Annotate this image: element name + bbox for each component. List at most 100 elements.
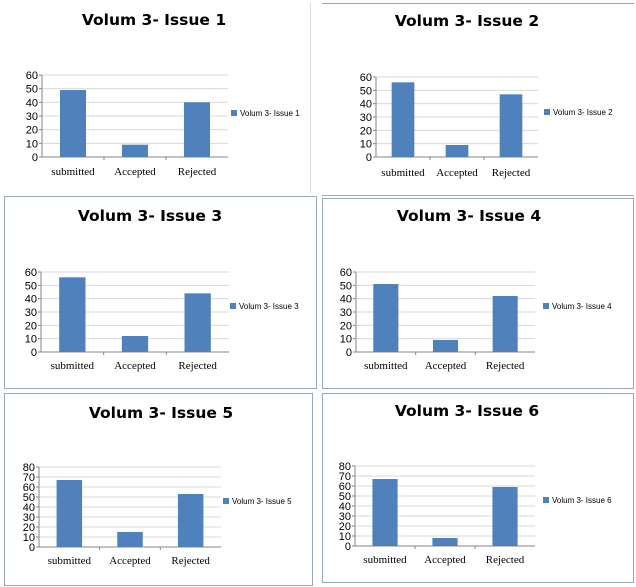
chart-title: Volum 3- Issue 2 [395, 12, 539, 30]
bar-submitted [372, 479, 398, 546]
x-category-label: submitted [51, 166, 95, 178]
y-tick-label: 70 [23, 472, 35, 484]
bar-submitted [391, 82, 415, 157]
bar-submitted [373, 284, 399, 352]
x-category-label: submitted [381, 167, 425, 179]
chart-title: Volum 3- Issue 4 [397, 207, 541, 225]
y-tick-label: 30 [360, 112, 372, 124]
y-tick-label: 10 [340, 334, 352, 346]
legend-label: Volum 3- Issue 1 [240, 109, 300, 118]
y-tick-label: 40 [23, 502, 35, 514]
bar-rejected [184, 293, 211, 352]
x-category-label: Accepted [109, 555, 151, 567]
bar-submitted [56, 480, 83, 547]
chart-panel-issue-4: Volum 3- Issue 4 0 10 20 30 40 50 60 submitted Ac… [322, 198, 634, 389]
x-category-label: submitted [51, 360, 95, 372]
x-category-label: Accepted [114, 166, 156, 178]
legend-label: Volum 3- Issue 6 [552, 496, 612, 505]
y-tick-label: 0 [29, 542, 35, 554]
legend-swatch [544, 109, 550, 115]
chart-panel-issue-5: Volum 3- Issue 5 0 10 20 30 40 50 60 70 80 submitt… [4, 393, 313, 586]
chart-title: Volum 3- Issue 3 [78, 207, 222, 225]
bar-accepted [121, 144, 149, 157]
x-category-label: submitted [364, 360, 408, 372]
y-tick-label: 30 [26, 111, 38, 123]
y-tick-label: 60 [339, 481, 351, 493]
y-tick-label: 20 [360, 125, 372, 137]
bar-accepted [121, 336, 149, 352]
y-tick-label: 40 [340, 294, 352, 306]
y-tick-label: 50 [26, 84, 38, 96]
x-category-label: Rejected [486, 360, 525, 372]
x-category-label: Accepted [425, 360, 467, 372]
y-tick-label: 0 [346, 347, 352, 359]
legend-swatch [223, 498, 229, 504]
y-tick-label: 0 [31, 347, 37, 359]
y-tick-label: 50 [23, 492, 35, 504]
y-tick-label: 20 [25, 320, 37, 332]
chart-panel-issue-3: Volum 3- Issue 3 0 10 20 30 40 50 60 submitted Ac… [4, 196, 317, 389]
x-category-label: Rejected [178, 166, 217, 178]
legend-label: Volum 3- Issue 5 [232, 497, 292, 506]
x-category-label: Rejected [492, 167, 531, 179]
x-category-label: Accepted [424, 554, 466, 566]
y-tick-label: 80 [339, 461, 351, 473]
x-category-label: submitted [48, 555, 92, 567]
y-tick-label: 40 [25, 294, 37, 306]
y-tick-label: 10 [339, 531, 351, 543]
y-tick-label: 0 [345, 541, 351, 553]
legend-swatch [543, 303, 549, 309]
bar-accepted [117, 532, 143, 547]
y-tick-label: 80 [23, 462, 35, 474]
x-category-label: submitted [363, 554, 407, 566]
y-tick-label: 30 [340, 307, 352, 319]
y-tick-label: 50 [339, 491, 351, 503]
chart-title: Volum 3- Issue 6 [395, 402, 539, 420]
y-tick-label: 70 [339, 471, 351, 483]
y-tick-label: 20 [26, 125, 38, 137]
bar-rejected [492, 296, 518, 352]
y-tick-label: 40 [26, 97, 38, 109]
legend-swatch [543, 497, 549, 503]
bar-accepted [432, 538, 458, 546]
legend-swatch [230, 303, 236, 309]
y-tick-label: 20 [339, 521, 351, 533]
bar-submitted [59, 90, 87, 157]
y-tick-label: 50 [25, 280, 37, 292]
y-tick-label: 30 [25, 307, 37, 319]
bar-rejected [183, 102, 211, 157]
y-tick-label: 0 [32, 152, 38, 164]
y-tick-label: 10 [360, 139, 372, 151]
y-tick-label: 60 [360, 72, 372, 84]
x-category-label: Rejected [178, 360, 217, 372]
x-category-label: Rejected [171, 555, 210, 567]
chart-panel-issue-6: Volum 3- Issue 6 0 10 20 30 40 50 60 70 80 submitt… [322, 393, 634, 583]
y-tick-label: 20 [23, 522, 35, 534]
x-category-label: Accepted [114, 360, 156, 372]
y-tick-label: 30 [23, 512, 35, 524]
legend-label: Volum 3- Issue 2 [553, 108, 613, 117]
x-category-label: Rejected [486, 554, 525, 566]
chart-panel-issue-1: Volum 3- Issue 1 0 10 20 30 40 50 60 submitted Ac… [4, 3, 311, 193]
bar-accepted [445, 145, 469, 157]
y-tick-label: 50 [340, 280, 352, 292]
bar-rejected [492, 487, 518, 546]
y-tick-label: 60 [26, 70, 38, 82]
y-tick-label: 60 [340, 267, 352, 279]
bar-accepted [432, 340, 459, 352]
bar-rejected [499, 94, 523, 157]
y-tick-label: 50 [360, 85, 372, 97]
chart-panel-issue-2: Volum 3- Issue 2 0 10 20 30 40 50 60 submitted Ac… [322, 3, 634, 196]
y-tick-label: 40 [339, 501, 351, 513]
y-tick-label: 40 [360, 99, 372, 111]
legend-swatch [231, 110, 237, 116]
y-tick-label: 0 [366, 152, 372, 164]
y-tick-label: 20 [340, 320, 352, 332]
y-tick-label: 10 [26, 138, 38, 150]
y-tick-label: 10 [25, 334, 37, 346]
